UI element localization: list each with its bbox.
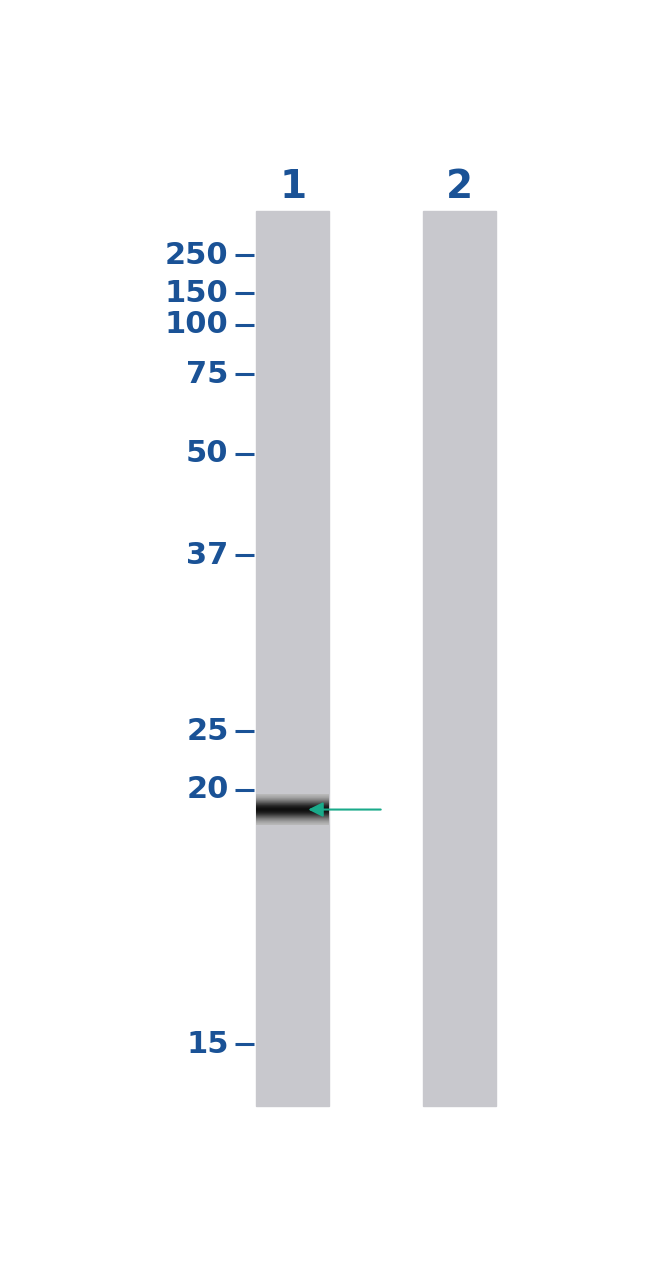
Text: 2: 2 [445, 168, 473, 206]
Text: 37: 37 [187, 541, 229, 570]
Bar [422, 211, 495, 1106]
Text: 50: 50 [186, 439, 229, 469]
Text: 250: 250 [165, 240, 229, 269]
Bar [256, 211, 330, 1106]
Text: 75: 75 [186, 359, 229, 389]
Text: 100: 100 [165, 310, 229, 339]
Text: 1: 1 [280, 168, 306, 206]
Text: 150: 150 [165, 278, 229, 307]
Text: 20: 20 [186, 776, 229, 804]
Text: 15: 15 [186, 1030, 229, 1059]
Text: 25: 25 [186, 716, 229, 745]
